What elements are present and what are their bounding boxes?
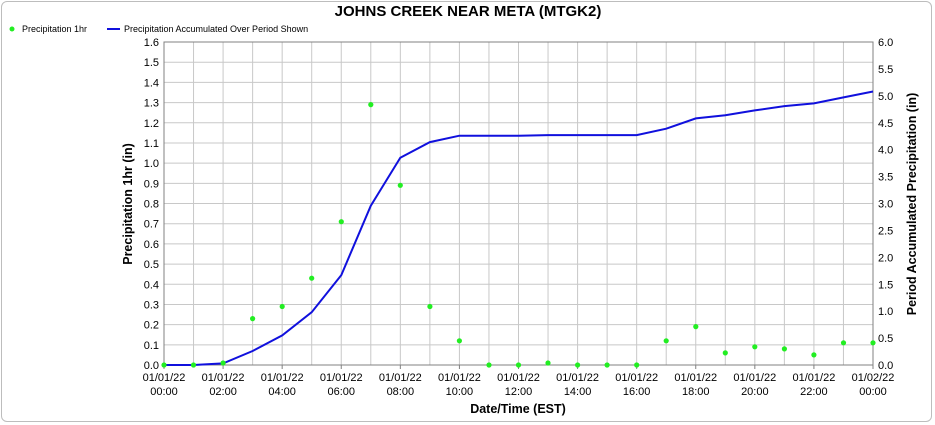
y-tick-left-label: 1.3 xyxy=(144,98,159,110)
x-tick-time-label: 10:00 xyxy=(446,386,474,398)
precip-1hr-point xyxy=(722,350,728,356)
x-tick-time-label: 16:00 xyxy=(623,386,651,398)
y-tick-left-label: 0.0 xyxy=(144,360,159,372)
precip-1hr-point xyxy=(309,275,315,281)
x-tick-date-label: 01/01/22 xyxy=(733,372,776,384)
x-tick-date-label: 01/01/22 xyxy=(438,372,481,384)
y-tick-left-label: 1.0 xyxy=(144,158,159,170)
y-tick-left-label: 0.7 xyxy=(144,219,159,231)
y-tick-right-label: 1.0 xyxy=(878,306,893,318)
x-tick-time-label: 02:00 xyxy=(209,386,237,398)
y-tick-right-label: 1.5 xyxy=(878,279,893,291)
precip-1hr-point xyxy=(250,316,256,322)
x-tick-date-label: 01/02/22 xyxy=(852,372,895,384)
precip-1hr-point xyxy=(634,362,640,368)
y-tick-right-label: 2.5 xyxy=(878,225,893,237)
x-tick-date-label: 01/01/22 xyxy=(261,372,304,384)
y-tick-right-label: 3.0 xyxy=(878,199,893,211)
grid xyxy=(164,42,873,365)
left-axis: 0.0 0.1 0.2 0.3 0.4 0.5 0.6 0.7 0.8 0.9 1.0 1.1 1.2 1… xyxy=(144,37,159,372)
precip-1hr-point xyxy=(220,360,226,366)
x-tick-time-label: 04:00 xyxy=(268,386,296,398)
precip-1hr-point xyxy=(397,182,403,188)
x-tick-date-label: 01/01/22 xyxy=(497,372,540,384)
x-tick-time-label: 20:00 xyxy=(741,386,769,398)
precip-1hr-point xyxy=(279,303,285,310)
y-tick-right-label: 0.0 xyxy=(878,360,893,372)
y-tick-right-label: 5.0 xyxy=(878,91,893,103)
precip-1hr-point xyxy=(575,362,581,368)
y-tick-right-label: 5.5 xyxy=(878,64,893,76)
x-tick-time-label: 12:00 xyxy=(505,386,533,398)
x-tick-date-label: 01/01/22 xyxy=(143,372,186,384)
precip-1hr-point xyxy=(840,340,847,346)
y-tick-left-label: 1.2 xyxy=(144,118,159,130)
x-tick-date-label: 01/01/22 xyxy=(202,372,245,384)
legend: Precipitation 1hr Precipitation Accumula… xyxy=(9,24,308,34)
y-tick-left-label: 0.8 xyxy=(144,199,159,211)
y-tick-left-label: 0.2 xyxy=(144,320,159,332)
precip-1hr-point xyxy=(545,360,551,366)
y-tick-left-label: 0.5 xyxy=(144,259,159,271)
x-axis: 01/01/22 00:00 01/01/22 02:00 01/01/22 04:00 0… xyxy=(143,365,895,398)
precip-1hr-point xyxy=(486,362,492,368)
precip-1hr-point xyxy=(693,324,699,330)
y-tick-left-label: 0.1 xyxy=(144,340,159,352)
y-tick-right-label: 2.0 xyxy=(878,252,893,264)
accumulated-precip-line xyxy=(164,90,874,366)
x-tick-time-label: 06:00 xyxy=(327,386,355,398)
precip-1hr-point xyxy=(604,362,610,368)
x-tick-date-label: 01/01/22 xyxy=(320,372,363,384)
precip-1hr-point xyxy=(752,344,758,350)
x-tick-date-label: 01/01/22 xyxy=(793,372,836,384)
y-tick-left-label: 0.6 xyxy=(144,239,159,251)
precip-1hr-point xyxy=(663,338,669,344)
precip-1hr-point xyxy=(338,219,344,225)
x-tick-time-label: 08:00 xyxy=(387,386,415,398)
legend-label-precip-1hr: Precipitation 1hr xyxy=(22,24,87,34)
x-tick-date-label: 01/01/22 xyxy=(556,372,599,384)
x-tick-time-label: 22:00 xyxy=(800,386,828,398)
right-axis: 0.0 0.5 1.0 1.5 2.0 2.5 3.0 3.5 4.0 4.5 5.0 5.5 6.0 xyxy=(878,37,893,372)
x-tick-time-label: 00:00 xyxy=(150,386,178,398)
y-tick-left-label: 1.4 xyxy=(144,77,159,89)
precip-1hr-point xyxy=(368,102,374,108)
x-axis-title: Date/Time (EST) xyxy=(470,402,566,416)
x-tick-date-label: 01/01/22 xyxy=(674,372,717,384)
precip-1hr-point xyxy=(161,362,167,368)
right-axis-title: Period Accumulated Precipitation (in) xyxy=(905,93,919,316)
precip-1hr-point xyxy=(870,340,876,346)
x-tick-date-label: 01/01/22 xyxy=(615,372,658,384)
x-tick-time-label: 14:00 xyxy=(564,386,592,398)
legend-label-accumulated: Precipitation Accumulated Over Period Sh… xyxy=(124,24,308,34)
y-tick-right-label: 4.0 xyxy=(878,145,893,157)
legend-marker-precip-1hr xyxy=(9,26,15,32)
x-tick-date-label: 01/01/22 xyxy=(379,372,422,384)
y-tick-right-label: 6.0 xyxy=(878,37,893,49)
x-tick-time-label: 00:00 xyxy=(859,386,887,398)
y-tick-right-label: 4.5 xyxy=(878,118,893,130)
y-tick-left-label: 1.6 xyxy=(144,37,159,49)
precip-1hr-point xyxy=(811,352,817,358)
y-tick-left-label: 0.3 xyxy=(144,299,159,311)
y-tick-left-label: 1.5 xyxy=(144,57,159,69)
series xyxy=(161,90,876,368)
precip-1hr-point xyxy=(190,362,197,368)
y-tick-left-label: 0.4 xyxy=(144,279,159,291)
precip-1hr-point xyxy=(515,362,522,368)
y-tick-right-label: 0.5 xyxy=(878,333,893,345)
precip-1hr-point xyxy=(427,303,433,310)
y-tick-left-label: 1.1 xyxy=(144,138,159,150)
left-axis-title: Precipitation 1hr (in) xyxy=(121,143,135,265)
y-tick-right-label: 3.5 xyxy=(878,172,893,184)
chart-title: JOHNS CREEK NEAR META (MTGK2) xyxy=(335,3,602,20)
precip-1hr-point xyxy=(456,338,462,344)
y-tick-left-label: 0.9 xyxy=(144,178,159,190)
precip-1hr-point xyxy=(781,346,788,352)
x-tick-time-label: 18:00 xyxy=(682,386,710,398)
